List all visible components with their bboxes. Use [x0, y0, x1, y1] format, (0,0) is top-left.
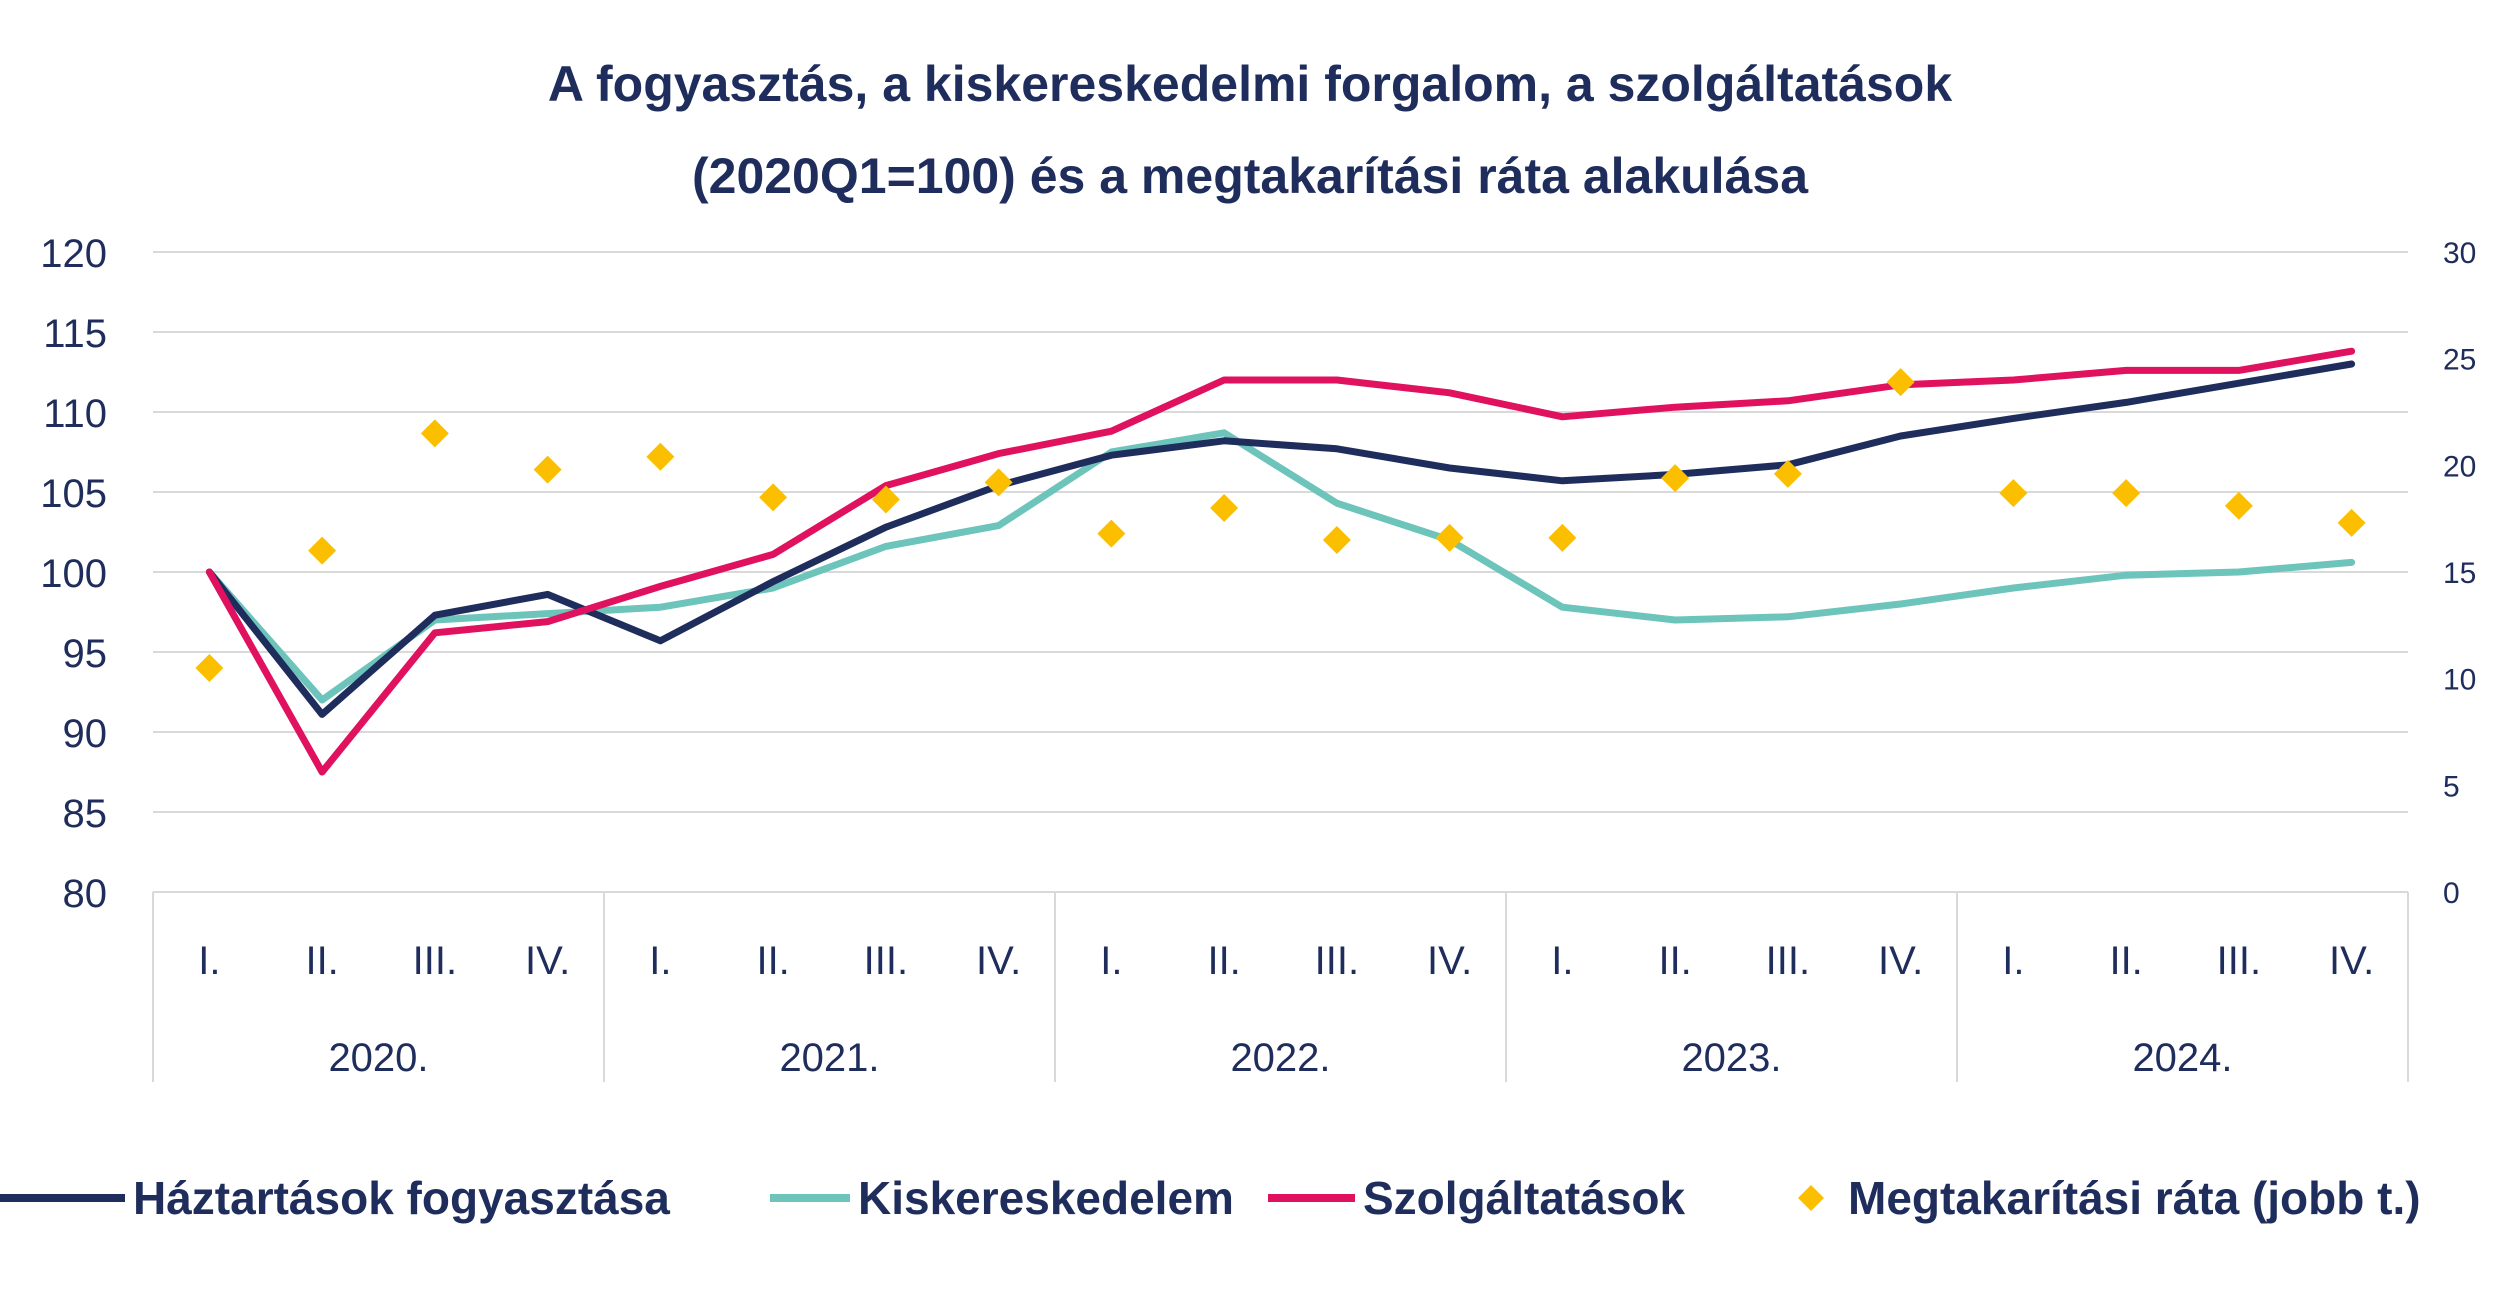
left-tick-label: 80	[63, 872, 108, 916]
legend-label-haztartasok-fogyasztasa: Háztartások fogyasztása	[133, 1172, 670, 1224]
left-tick-label: 120	[40, 232, 107, 276]
savings-rate-point	[1773, 459, 1802, 488]
right-tick-label: 5	[2443, 770, 2460, 803]
quarter-label: II.	[1207, 939, 1240, 983]
quarter-label: I.	[198, 939, 220, 983]
chart-title-line-2: (2020Q1=100) és a megtakarítási ráta ala…	[691, 148, 1808, 204]
series-line-haztartasok-fogyasztasa	[205, 360, 2356, 718]
quarter-label: I.	[2002, 939, 2024, 983]
left-tick-label: 85	[63, 792, 108, 836]
quarter-label: I.	[1100, 939, 1122, 983]
savings-rate-point	[308, 536, 337, 565]
plot-area	[195, 347, 2366, 776]
category-axis: I. II. III. IV. I. II. III. IV. I. II. III. IV. I. II…	[152, 892, 2409, 1082]
chart-title: A fogyasztás, a kiskereskedelmi forgalom…	[0, 38, 2500, 222]
savings-rate-point	[195, 654, 224, 682]
legend-label-kiskereskedelem: Kiskereskedelem	[858, 1172, 1234, 1224]
quarter-label: IV.	[2329, 939, 2374, 983]
year-label: 2021.	[779, 1036, 879, 1080]
right-tick-label: 20	[2443, 450, 2476, 483]
savings-rate-point	[984, 468, 1013, 497]
quarter-label: III.	[413, 939, 457, 983]
quarter-label: I.	[649, 939, 671, 983]
right-tick-label: 30	[2443, 237, 2476, 270]
quarter-label: IV.	[976, 939, 1021, 983]
legend-label-megtakaritasi-rata-jobb-t: Megtakarítási ráta (jobb t.)	[1848, 1172, 2421, 1224]
quarter-label: III.	[1315, 939, 1359, 983]
year-label: 2022.	[1230, 1036, 1330, 1080]
quarter-label: III.	[1766, 939, 1810, 983]
savings-rate-point	[1435, 523, 1464, 552]
chart-title-line-1: A fogyasztás, a kiskereskedelmi forgalom…	[547, 56, 1953, 112]
savings-rate-point	[1210, 494, 1239, 522]
savings-rate-point	[1886, 368, 1915, 397]
left-tick-label: 110	[43, 392, 107, 436]
quarter-label: II.	[756, 939, 789, 983]
savings-rate-point	[533, 455, 562, 484]
savings-rate-point	[2337, 508, 2366, 537]
series-line-szolgaltatasok	[205, 347, 2356, 776]
left-tick-label: 115	[43, 312, 107, 356]
legend-label-szolgaltatasok: Szolgáltatások	[1363, 1172, 1686, 1224]
grid-lines	[153, 251, 2408, 893]
quarter-label: IV.	[1878, 939, 1923, 983]
savings-rate-point	[1661, 464, 1690, 493]
quarter-label: IV.	[1427, 939, 1472, 983]
year-label: 2023.	[1681, 1036, 1781, 1080]
savings-rate-point	[1999, 479, 2028, 508]
savings-rate-point	[871, 485, 900, 514]
savings-rate-point	[1548, 523, 1577, 552]
series-line-kiskereskedelem	[205, 429, 2356, 704]
left-tick-label: 95	[63, 632, 108, 676]
right-tick-label: 0	[2443, 877, 2460, 910]
legend: Háztartások fogyasztása Kiskereskedelem Sz…	[0, 1172, 2421, 1224]
right-tick-label: 15	[2443, 557, 2476, 590]
right-tick-label: 10	[2443, 664, 2476, 697]
left-tick-label: 100	[40, 552, 107, 596]
savings-rate-point	[2112, 479, 2141, 508]
savings-rate-point	[420, 419, 449, 448]
savings-rate-point	[1097, 519, 1126, 548]
left-tick-label: 90	[63, 712, 108, 756]
legend-swatch-megtakaritasi-rata-jobb-t	[1798, 1185, 1824, 1211]
left-tick-label: 105	[40, 472, 107, 516]
right-axis-ticks: 0 5 10 15 20 25 30	[2443, 237, 2476, 910]
savings-rate-point	[646, 442, 675, 471]
quarter-label: II.	[305, 939, 338, 983]
savings-rate-point	[759, 483, 788, 512]
year-label: 2020.	[328, 1036, 428, 1080]
savings-rate-point	[1322, 526, 1351, 554]
savings-rate-point	[2224, 491, 2253, 520]
quarter-label: III.	[2217, 939, 2261, 983]
quarter-label: III.	[864, 939, 908, 983]
right-tick-label: 25	[2443, 344, 2476, 377]
year-label: 2024.	[2132, 1036, 2232, 1080]
quarter-label: IV.	[525, 939, 570, 983]
left-axis-ticks: 80 85 90 95 100 105 110 115 120	[40, 232, 107, 916]
quarter-label: I.	[1551, 939, 1573, 983]
quarter-label: II.	[1658, 939, 1691, 983]
quarter-label: II.	[2109, 939, 2142, 983]
